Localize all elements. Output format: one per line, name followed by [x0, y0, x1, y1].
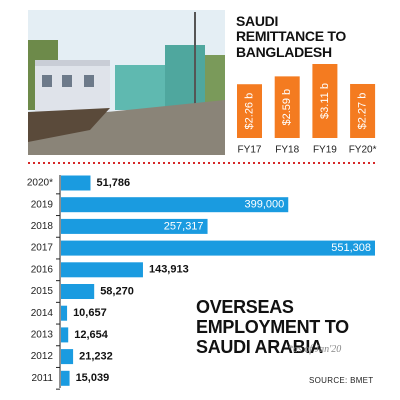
chart-title: OVERSEAS EMPLOYMENT TO SAUDI ARABIA: [196, 297, 349, 357]
y-tick-label: 2018: [31, 221, 54, 232]
photo-roof: [35, 60, 110, 66]
y-tick-label: 2017: [31, 243, 54, 254]
value-label: 58,270: [100, 285, 134, 297]
bar: [61, 370, 70, 386]
value-label: 21,232: [79, 351, 113, 363]
photo: [28, 10, 225, 155]
x-tick-label: FY17: [238, 145, 262, 156]
value-label: $3.11 b: [319, 83, 331, 119]
x-tick-label: FY19: [313, 145, 337, 156]
bar: [61, 240, 375, 256]
bar: [61, 262, 143, 278]
value-label: $2.59 b: [281, 89, 293, 126]
value-label: 399,000: [244, 199, 284, 211]
bar: [61, 197, 289, 213]
value-label: 257,317: [164, 220, 204, 232]
photo-window: [84, 75, 94, 87]
y-tick-label: 2013: [31, 330, 54, 341]
bar: [61, 327, 69, 343]
value-label: 15,039: [76, 372, 110, 384]
bar: [274, 76, 300, 138]
photo-tree: [205, 55, 225, 110]
x-tick-label: FY20*: [349, 145, 377, 156]
value-label: $2.26 b: [243, 93, 255, 130]
bar: [61, 349, 74, 365]
y-tick-label: 2019: [31, 199, 54, 210]
value-label: 12,654: [74, 329, 109, 341]
photo-road: [28, 100, 225, 155]
bar: [350, 83, 376, 138]
value-label: $2.27 b: [357, 93, 369, 130]
photo-window: [42, 75, 52, 87]
bar: [312, 64, 338, 138]
bar: [61, 284, 95, 299]
x-tick-label: FY18: [275, 145, 299, 156]
photo-window: [62, 75, 72, 87]
y-tick-label: 2015: [31, 286, 54, 297]
note: *as of Jan'20: [288, 344, 342, 355]
y-tick-label: 2011: [31, 373, 53, 384]
value-label: 551,308: [331, 242, 371, 254]
y-tick-label: 2012: [31, 351, 54, 362]
value-label: 51,786: [96, 177, 130, 189]
bar: [61, 218, 208, 234]
bar: [237, 84, 262, 138]
source: SOURCE: BMET: [309, 376, 374, 385]
photo-building: [165, 45, 205, 110]
value-label: 143,913: [149, 264, 189, 276]
photo-logs: [28, 108, 110, 142]
bar: [61, 175, 91, 191]
value-label: 10,657: [73, 307, 107, 319]
y-tick-label: 2016: [31, 264, 54, 275]
bar: [61, 305, 68, 321]
y-tick-label: 2014: [31, 308, 54, 319]
chart-title: SAUDI REMITTANCE TO BANGLADESH: [236, 13, 346, 60]
y-tick-label: 2020*: [27, 178, 53, 189]
